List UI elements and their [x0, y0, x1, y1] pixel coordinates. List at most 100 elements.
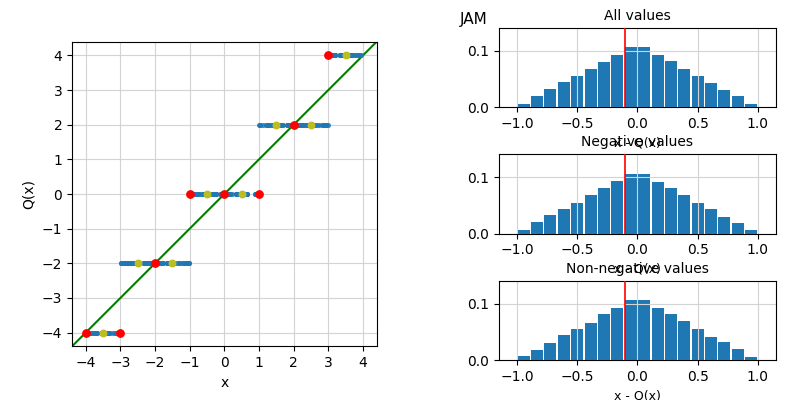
Bar [585, 195, 597, 234]
Point [305, 122, 318, 128]
Bar [598, 188, 610, 234]
Point [167, 260, 180, 266]
Point [266, 122, 278, 128]
Bar [545, 215, 557, 234]
Point [210, 191, 222, 197]
Bar [558, 82, 570, 107]
Point [102, 329, 114, 336]
Point [215, 191, 228, 197]
Bar [585, 323, 597, 360]
Point [178, 260, 191, 266]
Point [130, 260, 142, 266]
Point [207, 191, 220, 197]
Point [269, 122, 282, 128]
Bar [651, 182, 663, 234]
Point [79, 329, 92, 336]
Point [308, 122, 321, 128]
Point [114, 329, 127, 336]
Point [240, 191, 253, 197]
Bar [678, 195, 690, 234]
Point [289, 122, 302, 128]
Point [125, 260, 138, 266]
Bar [545, 90, 557, 107]
Point [167, 260, 180, 266]
Point [90, 329, 103, 336]
Point [210, 191, 222, 197]
Point [153, 260, 166, 266]
Point [152, 260, 165, 266]
Point [87, 329, 100, 336]
Point [287, 122, 300, 128]
Point [209, 191, 222, 197]
X-axis label: x - Q(x): x - Q(x) [614, 136, 661, 149]
Point [140, 260, 153, 266]
Point [162, 260, 175, 266]
Point [223, 191, 236, 197]
Point [305, 122, 318, 128]
Point [122, 260, 134, 266]
Point [322, 52, 334, 59]
Point [143, 260, 156, 266]
Bar [732, 223, 744, 234]
Point [230, 191, 243, 197]
Point [115, 260, 128, 266]
Point [153, 260, 166, 266]
Point [254, 122, 266, 128]
Point [226, 191, 238, 197]
Point [268, 122, 281, 128]
Point [144, 260, 157, 266]
Point [101, 329, 114, 336]
Point [215, 191, 228, 197]
Point [199, 191, 212, 197]
Point [153, 260, 166, 266]
Bar [665, 314, 677, 360]
Point [291, 122, 304, 128]
Point [342, 52, 355, 59]
Point [130, 260, 143, 266]
Point [210, 191, 222, 197]
Point [335, 52, 348, 59]
Point [270, 122, 283, 128]
Point [282, 122, 294, 128]
Bar [732, 96, 744, 107]
Bar [692, 204, 704, 234]
Point [131, 260, 144, 266]
Point [154, 260, 166, 266]
Point [109, 329, 122, 336]
Point [290, 122, 302, 128]
Point [195, 191, 208, 197]
Point [319, 122, 332, 128]
Point [348, 52, 361, 59]
Point [138, 260, 151, 266]
Point [188, 191, 201, 197]
Point [311, 122, 324, 128]
Bar [638, 47, 650, 107]
Point [161, 260, 174, 266]
Point [297, 122, 310, 128]
Point [304, 122, 317, 128]
Point [275, 122, 288, 128]
Point [98, 329, 111, 336]
Point [128, 260, 141, 266]
Point [235, 191, 248, 197]
Point [126, 260, 138, 266]
Point [147, 260, 160, 266]
Point [190, 191, 203, 197]
Point [143, 260, 156, 266]
Point [198, 191, 210, 197]
Point [220, 191, 233, 197]
Point [102, 329, 114, 336]
Bar [705, 337, 717, 360]
Point [120, 260, 133, 266]
Point [329, 52, 342, 59]
Point [197, 191, 210, 197]
Point [268, 122, 281, 128]
Point [334, 52, 347, 59]
Bar [531, 96, 543, 107]
Point [301, 122, 314, 128]
Point [160, 260, 173, 266]
Point [318, 122, 330, 128]
Point [342, 52, 354, 59]
Point [252, 191, 265, 197]
Point [176, 260, 189, 266]
